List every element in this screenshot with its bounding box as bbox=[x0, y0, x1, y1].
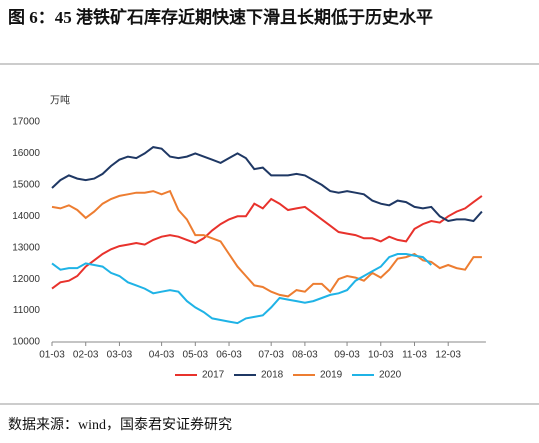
x-tick-label: 06-03 bbox=[216, 350, 242, 361]
y-tick-label: 16000 bbox=[12, 148, 40, 159]
y-tick-label: 17000 bbox=[12, 117, 40, 128]
x-tick-label: 11-03 bbox=[402, 350, 427, 361]
y-axis-title: 万吨 bbox=[50, 94, 70, 107]
series-line bbox=[51, 146, 483, 223]
y-tick-label: 14000 bbox=[12, 211, 40, 222]
y-tick-label: 10000 bbox=[12, 337, 40, 348]
x-tick-label: 12-03 bbox=[435, 350, 461, 361]
chart-title: 图 6：45 港铁矿石库存近期快速下滑且长期低于历史水平 bbox=[8, 8, 433, 27]
x-tick-label: 09-03 bbox=[334, 350, 360, 361]
y-tick-label: 13000 bbox=[12, 242, 40, 253]
legend-label: 2017 bbox=[202, 370, 225, 381]
y-tick-label: 12000 bbox=[12, 274, 40, 285]
series-line bbox=[51, 195, 483, 290]
x-tick-label: 08-03 bbox=[292, 350, 318, 361]
series-line bbox=[51, 253, 432, 325]
legend-label: 2018 bbox=[261, 370, 284, 381]
x-tick-label: 05-03 bbox=[183, 350, 209, 361]
source-note: 数据来源：wind，国泰君安证券研究 bbox=[8, 418, 232, 433]
legend-label: 2019 bbox=[320, 370, 343, 381]
y-tick-label: 11000 bbox=[13, 305, 41, 316]
x-tick-label: 02-03 bbox=[73, 350, 99, 361]
y-tick-label: 15000 bbox=[12, 179, 40, 190]
x-tick-label: 10-03 bbox=[368, 350, 394, 361]
x-tick-label: 04-03 bbox=[149, 350, 175, 361]
x-tick-label: 03-03 bbox=[107, 350, 133, 361]
x-tick-label: 01-03 bbox=[39, 350, 65, 361]
x-tick-label: 07-03 bbox=[258, 350, 284, 361]
legend-label: 2020 bbox=[379, 370, 402, 381]
